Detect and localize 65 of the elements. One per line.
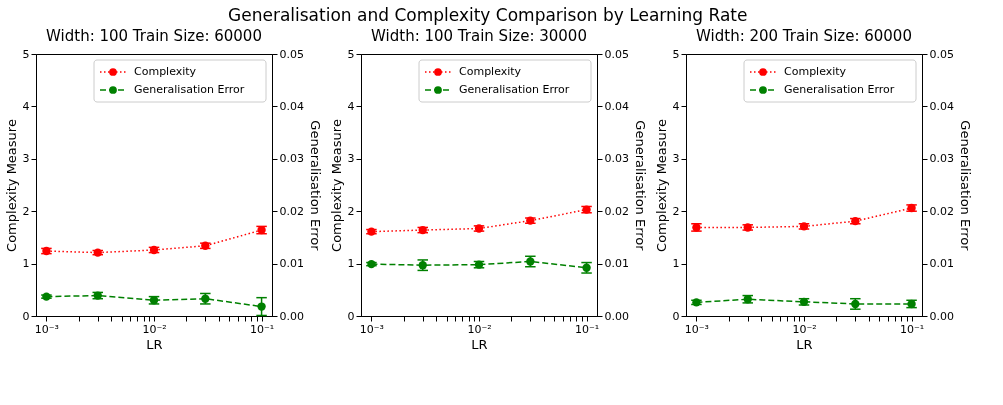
y2-tick-label: 0.01 — [929, 257, 954, 271]
y-tick-label: 5 — [22, 47, 30, 61]
y-tick-label: 2 — [22, 204, 30, 218]
y-tick-label: 1 — [672, 257, 680, 271]
y2-tick-label: 0.04 — [279, 99, 304, 113]
x-tick-label: 10⁻¹ — [249, 322, 275, 336]
legend-label: Complexity — [459, 65, 522, 78]
chart-title: Width: 200 Train Size: 60000 — [696, 27, 912, 45]
y2-tick-label: 0.05 — [604, 47, 629, 61]
y2-tick-label: 0.05 — [929, 47, 954, 61]
y-tick-label: 5 — [672, 47, 680, 61]
y-tick-label: 5 — [347, 47, 355, 61]
x-axis-title: LR — [146, 336, 163, 352]
y2-tick-label: 0.04 — [929, 99, 954, 113]
chart-title: Width: 100 Train Size: 60000 — [46, 27, 262, 45]
y-tick-label: 2 — [672, 204, 680, 218]
y-tick-label: 0 — [347, 309, 355, 323]
y2-tick-label: 0.02 — [604, 204, 629, 218]
y-axis-title: Complexity Measure — [328, 119, 344, 252]
point — [257, 302, 266, 311]
y2-tick-label: 0.00 — [279, 309, 304, 323]
legend-label: Complexity — [134, 65, 197, 78]
y-tick-label: 3 — [347, 152, 355, 166]
x-axis-title: LR — [471, 336, 488, 352]
text: Generalisation and Complexity Comparison by Learning Rate — [228, 4, 748, 25]
x-tick-label: 10⁻¹ — [574, 322, 600, 336]
y2-axis-title: Generalisation Error — [307, 120, 323, 252]
x-tick-label: 10⁻² — [142, 322, 167, 336]
legend-label: Generalisation Error — [459, 83, 570, 96]
y2-tick-label: 0.03 — [279, 152, 304, 166]
y-axis-title: Complexity Measure — [653, 119, 669, 252]
y2-tick-label: 0.05 — [279, 47, 304, 61]
y2-tick-label: 0.03 — [929, 152, 954, 166]
y2-tick-label: 0.02 — [929, 204, 954, 218]
y2-axis-title: Generalisation Error — [957, 120, 973, 252]
x-tick-label: 10⁻³ — [359, 322, 385, 336]
y2-tick-label: 0.00 — [929, 309, 954, 323]
y-tick-label: 0 — [672, 309, 680, 323]
y2-tick-label: 0.01 — [604, 257, 629, 271]
x-tick-label: 10⁻¹ — [899, 322, 925, 336]
y-tick-label: 1 — [22, 257, 30, 271]
x-tick-label: 10⁻² — [467, 322, 492, 336]
legend-label: Complexity — [784, 65, 847, 78]
x-tick-label: 10⁻³ — [684, 322, 710, 336]
legend-label: Generalisation Error — [134, 83, 245, 96]
y-tick-label: 3 — [22, 152, 30, 166]
y-tick-label: 2 — [347, 204, 355, 218]
y2-tick-label: 0.01 — [279, 257, 304, 271]
x-axis-title: LR — [796, 336, 813, 352]
legend-label: Generalisation Error — [784, 83, 895, 96]
y-tick-label: 4 — [672, 99, 680, 113]
y2-tick-label: 0.03 — [604, 152, 629, 166]
y2-axis-title: Generalisation Error — [632, 120, 648, 252]
x-tick-label: 10⁻³ — [34, 322, 60, 336]
y-tick-label: 3 — [672, 152, 680, 166]
y-tick-label: 4 — [22, 99, 30, 113]
y-tick-label: 4 — [347, 99, 355, 113]
chart-title: Width: 100 Train Size: 30000 — [371, 27, 587, 45]
y2-tick-label: 0.02 — [279, 204, 304, 218]
y-axis-title: Complexity Measure — [3, 119, 19, 252]
y2-tick-label: 0.00 — [604, 309, 629, 323]
x-tick-label: 10⁻² — [792, 322, 817, 336]
y-tick-label: 1 — [347, 257, 355, 271]
y2-tick-label: 0.04 — [604, 99, 629, 113]
y-tick-label: 0 — [22, 309, 30, 323]
